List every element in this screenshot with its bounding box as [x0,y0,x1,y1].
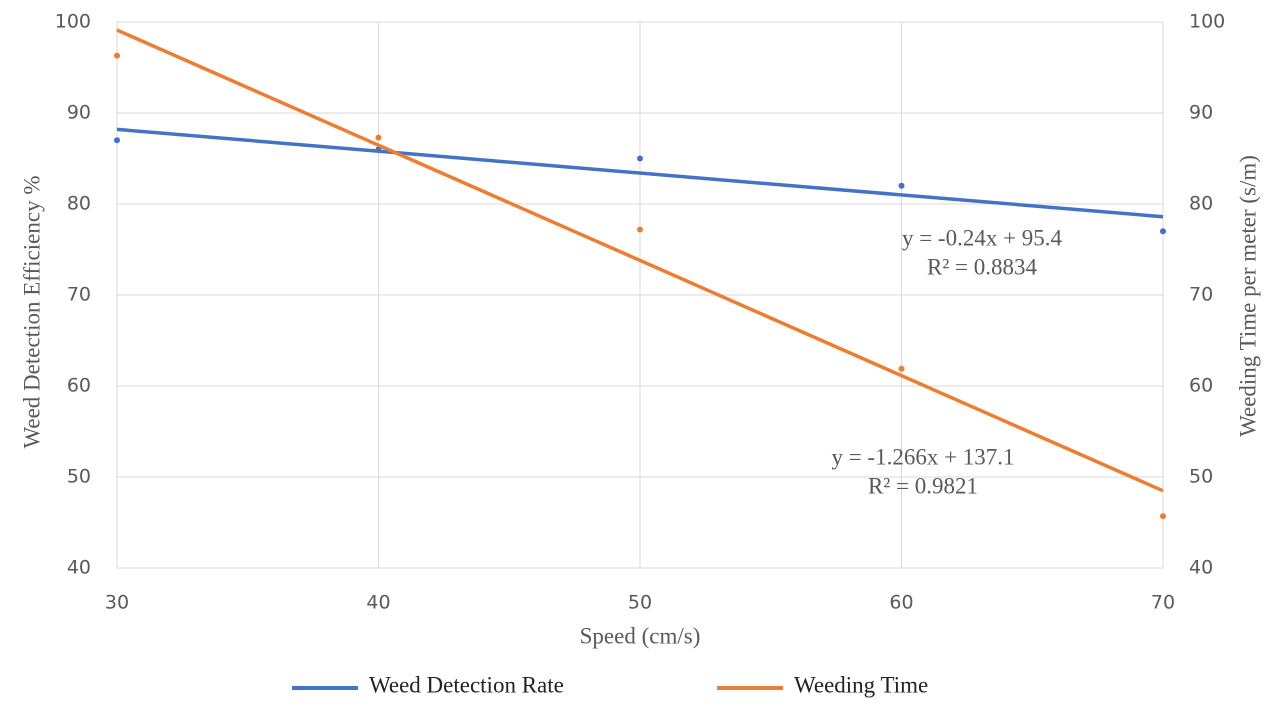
x-tick-label: 60 [889,592,913,614]
y-tick-label: 60 [67,375,91,397]
trendline [116,127,1164,219]
y2-tick-label: 80 [1189,193,1213,215]
data-point [898,182,905,189]
data-point [375,134,382,141]
y2-tick-label: 40 [1189,557,1213,579]
y-tick-label: 70 [67,284,91,306]
data-point [1160,228,1166,235]
y-tick-label: 80 [67,193,91,215]
data-point [637,155,643,162]
trendline-r2: R² = 0.8834 [927,254,1037,279]
data-point [898,365,905,372]
y2-tick-label: 50 [1189,466,1213,488]
x-tick-label: 70 [1151,592,1175,614]
y-tick-label: 50 [67,466,91,488]
y-axis-title: Weed Detection Efficiency % [19,176,44,449]
trendline-equation: y = -0.24x + 95.4 [902,225,1063,250]
y2-tick-label: 100 [1189,11,1225,33]
data-point [637,226,643,233]
trendline-equation: y = -1.266x + 137.1 [831,444,1014,469]
y-tick-label: 100 [55,11,91,33]
x-tick-label: 30 [105,592,129,614]
x-axis-title: Speed (cm/s) [580,623,701,648]
trendline [116,28,1164,493]
y2-tick-label: 90 [1189,102,1213,124]
data-point [114,137,120,144]
x-tick-label: 40 [366,592,390,614]
y-tick-label: 90 [67,102,91,124]
y-tick-label: 40 [67,557,91,579]
y2-axis-title: Weeding Time per meter (s/m) [1235,155,1260,437]
x-tick-label: 50 [628,592,652,614]
data-point [375,146,382,153]
data-point [1160,513,1166,520]
trendline-r2: R² = 0.9821 [868,473,978,498]
legend-label: Weed Detection Rate [369,672,564,697]
y2-tick-label: 60 [1189,375,1213,397]
data-point [114,52,120,59]
y2-tick-label: 70 [1189,284,1213,306]
legend-label: Weeding Time [794,672,928,697]
